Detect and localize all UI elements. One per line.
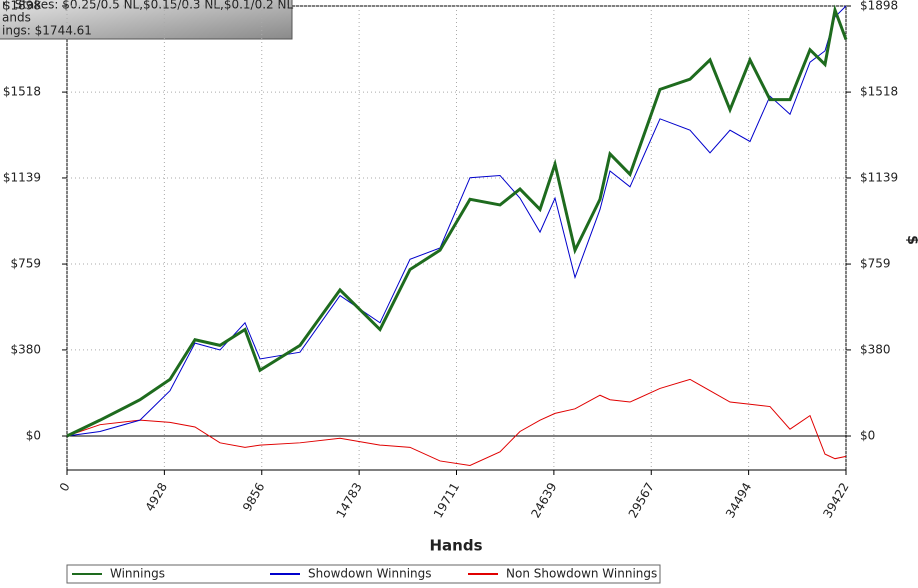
title-line: ings: $1744.61 (2, 24, 92, 38)
series-line (66, 378, 847, 466)
title-line: ands (2, 11, 31, 25)
x-tick-label: 4928 (143, 480, 170, 513)
legend-label: Showdown Winnings (308, 567, 432, 581)
x-tick-label: 29567 (626, 480, 657, 520)
y-tick-label: $0 (860, 429, 875, 443)
y-tick-label: $1518 (860, 85, 898, 99)
legend (66, 564, 661, 584)
y-tick-label: $759 (860, 257, 891, 271)
legend-label: Winnings (110, 567, 165, 581)
y-tick-label: $0 (26, 429, 41, 443)
x-tick-label: 19711 (431, 480, 462, 520)
y-tick-label: $380 (860, 342, 891, 356)
x-tick-label: 9856 (240, 480, 267, 513)
series-line (66, 4, 848, 438)
x-tick-label: 39422 (820, 480, 851, 520)
x-axis-label: Hands (429, 537, 482, 555)
y-tick-label: $1518 (3, 85, 41, 99)
x-tick-label: 34494 (723, 480, 754, 520)
y-tick-label: $380 (10, 342, 41, 356)
x-tick-label: 24639 (528, 480, 559, 520)
x-tick-label: 14783 (334, 480, 365, 520)
y-tick-label: $1898 (3, 0, 41, 13)
y-tick-label: $1898 (860, 0, 898, 13)
y-tick-label: $1139 (860, 170, 898, 184)
legend-label: Non Showdown Winnings (506, 567, 657, 581)
y2-axis-label: $ (904, 235, 918, 245)
y-tick-label: $759 (10, 257, 41, 271)
x-tick-label: 0 (57, 480, 73, 494)
y-tick-label: $1139 (3, 170, 41, 184)
